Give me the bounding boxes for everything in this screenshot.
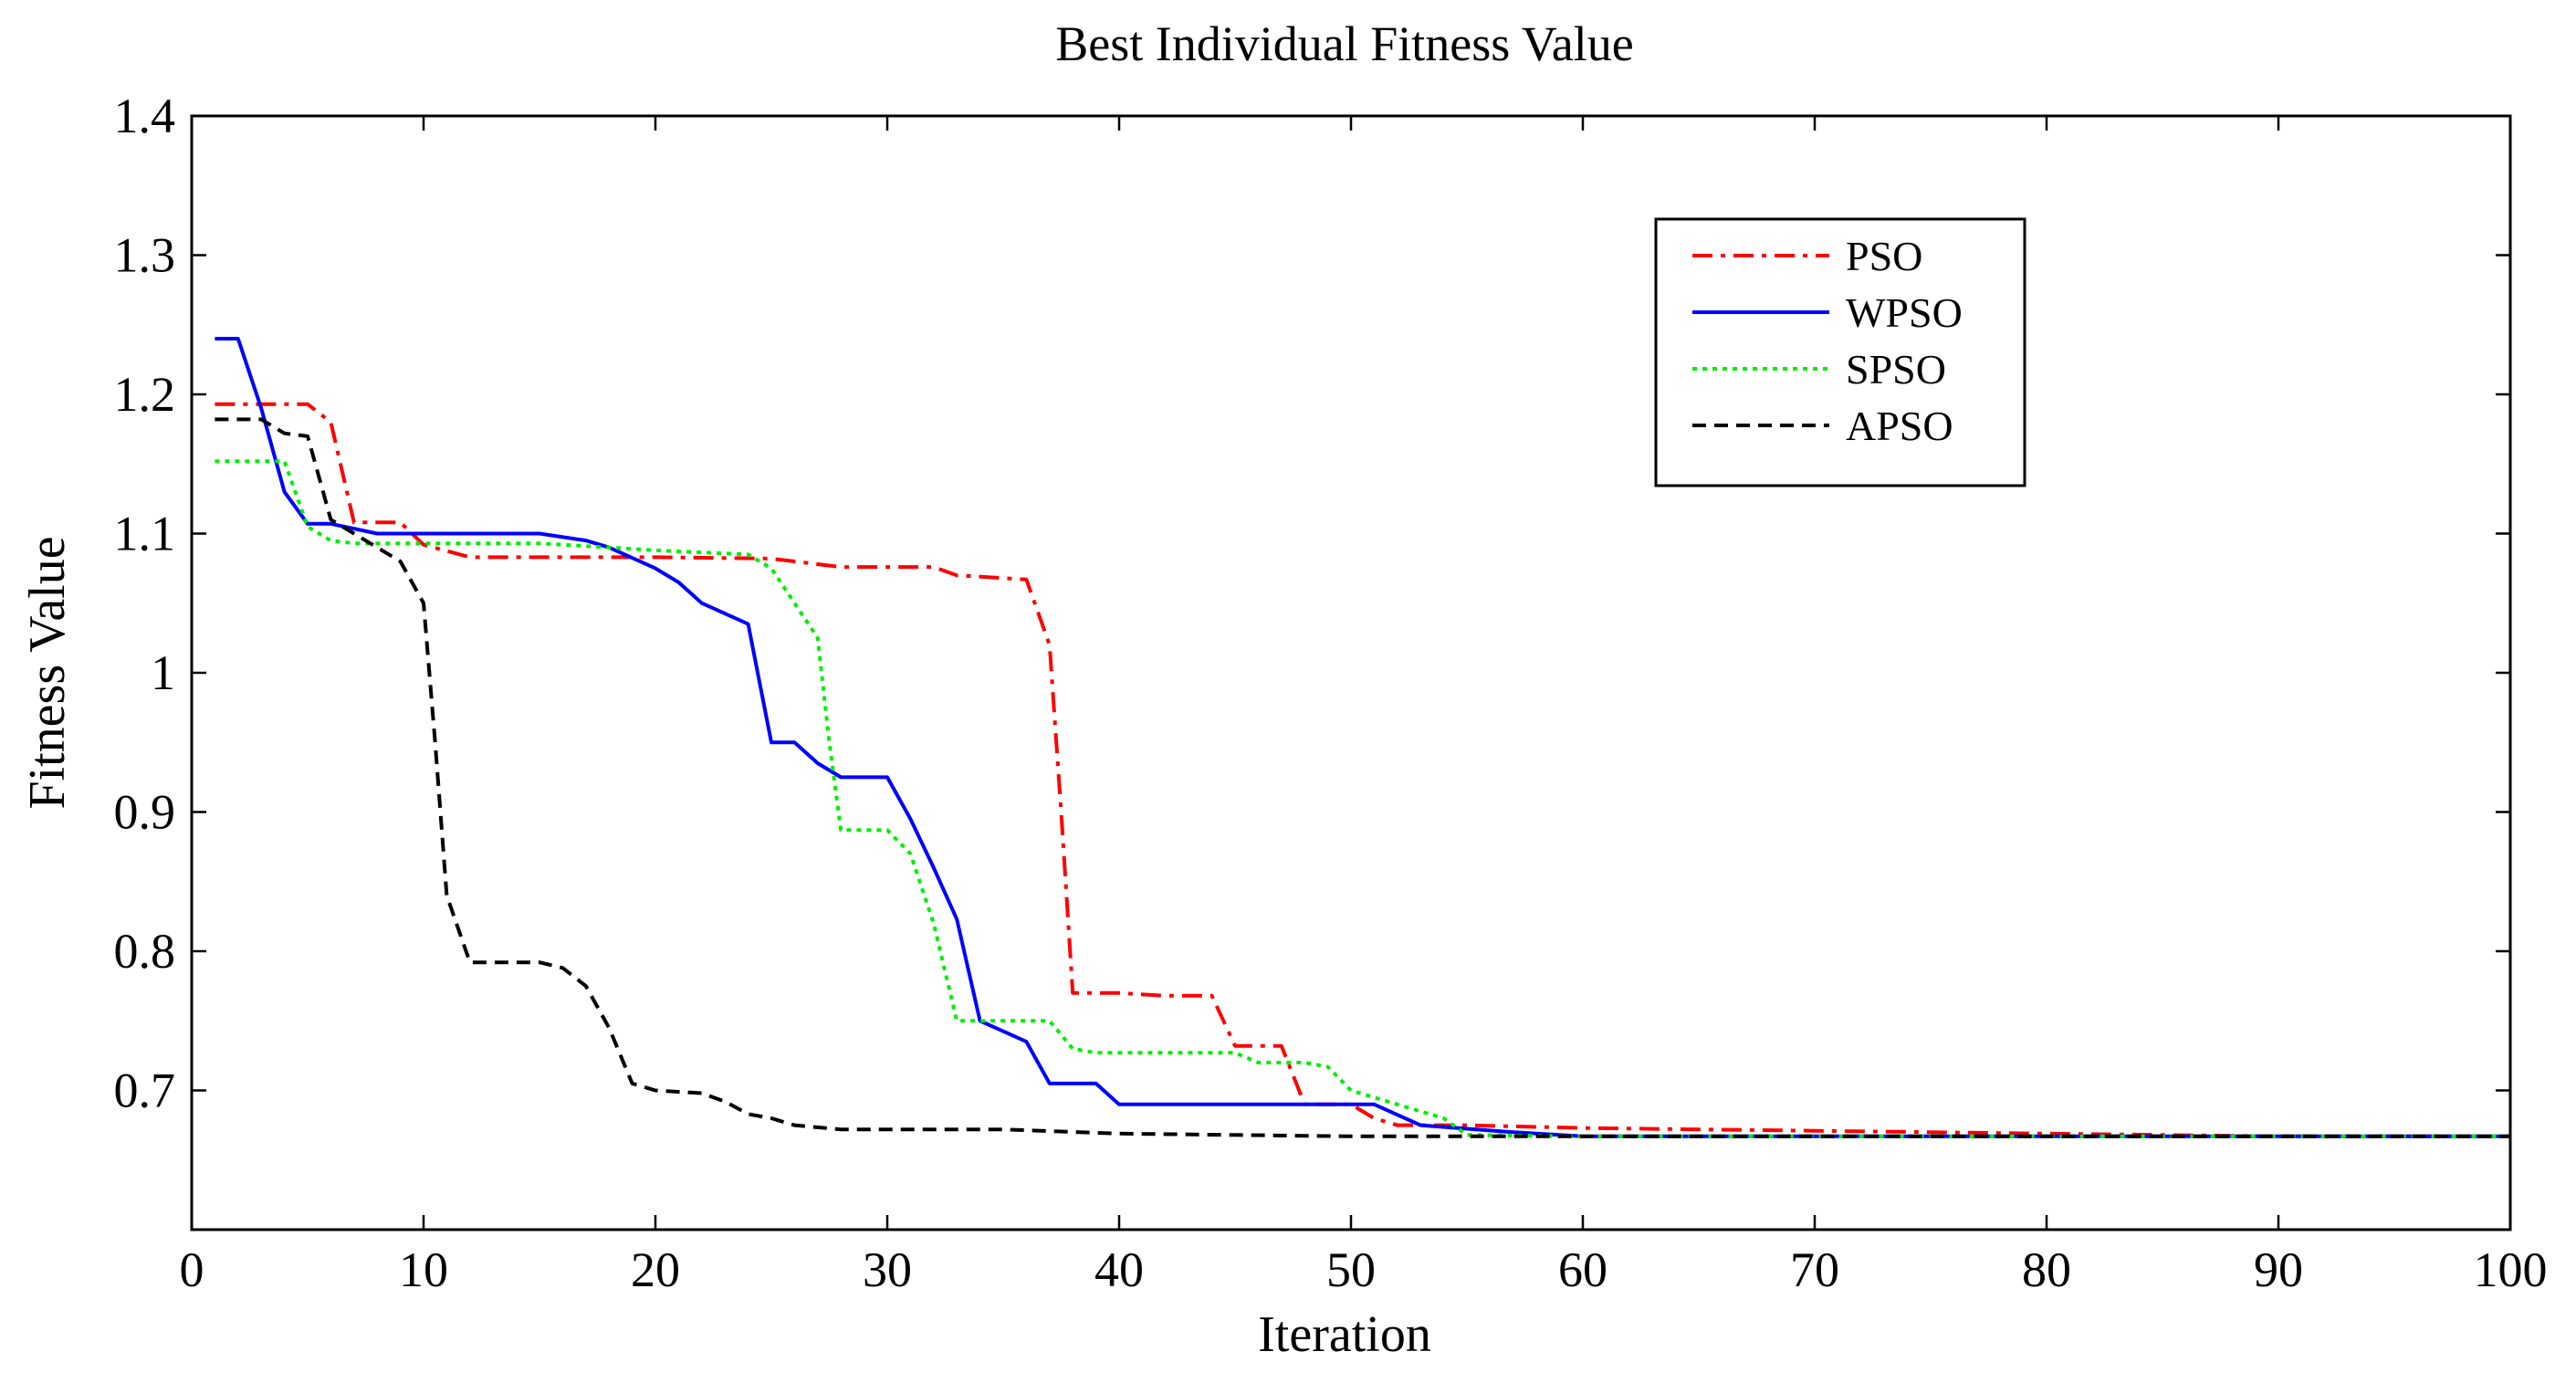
legend-label-wpso: WPSO <box>1846 289 1963 336</box>
series-line-pso <box>215 402 2510 1138</box>
x-tick-label: 20 <box>631 1242 680 1297</box>
y-tick-label: 1 <box>151 645 175 700</box>
x-tick-label: 10 <box>399 1242 448 1297</box>
y-axis-label: Fitness Value <box>19 536 76 809</box>
x-tick-label: 100 <box>2474 1242 2548 1297</box>
x-tick-label: 0 <box>180 1242 204 1297</box>
x-tick-label: 90 <box>2254 1242 2303 1297</box>
x-tick-label: 50 <box>1326 1242 1376 1297</box>
x-tick-label: 30 <box>863 1242 912 1297</box>
y-tick-label: 0.7 <box>114 1063 176 1118</box>
legend: PSO WPSO SPSO APSO <box>1654 217 2026 487</box>
legend-label-apso: APSO <box>1846 403 1953 449</box>
x-tick-label: 70 <box>1790 1242 1839 1297</box>
series-line-apso <box>215 417 2510 1138</box>
axis-ticks: 0 10 20 30 40 50 60 70 80 90 100 0.7 0.8 0.9 1 1.1 1.2 1.… <box>114 89 2548 1297</box>
x-axis-label: Iteration <box>1258 1306 1431 1363</box>
legend-label-pso: PSO <box>1846 233 1922 279</box>
plot-frame <box>190 114 2512 1231</box>
y-tick-label: 0.9 <box>114 785 176 840</box>
series-lines <box>215 337 2510 1138</box>
y-tick-label: 1.1 <box>114 507 176 561</box>
chart-title: Best Individual Fitness Value <box>1055 16 1633 71</box>
x-tick-label: 60 <box>1558 1242 1607 1297</box>
series-line-wpso <box>215 337 2510 1138</box>
x-tick-label: 40 <box>1094 1242 1144 1297</box>
x-tick-label: 80 <box>2022 1242 2071 1297</box>
y-tick-label: 1.2 <box>114 367 176 422</box>
y-tick-label: 1.3 <box>114 228 176 283</box>
y-tick-label: 0.8 <box>114 924 176 979</box>
legend-box <box>1654 217 2026 487</box>
series-line-spso <box>215 459 2510 1138</box>
legend-label-spso: SPSO <box>1846 346 1946 393</box>
y-tick-label: 1.4 <box>114 89 176 143</box>
